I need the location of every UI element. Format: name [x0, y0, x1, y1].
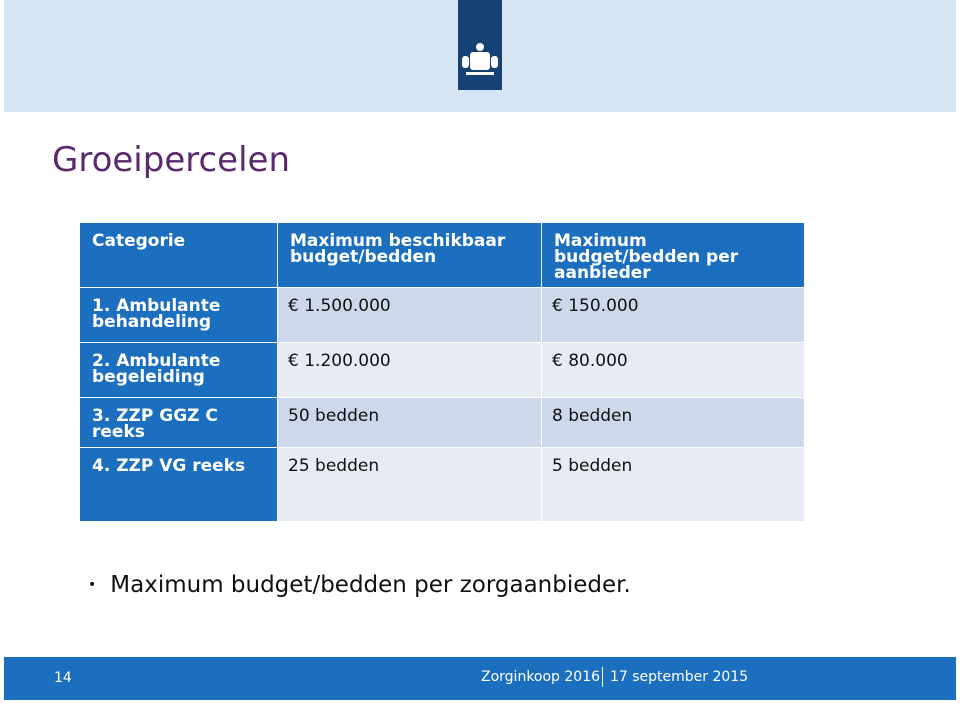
header-cell: Maximum budget/bedden per aanbieder	[542, 223, 804, 287]
table: Categorie Maximum beschikbaar budget/bed…	[80, 223, 804, 521]
logo	[458, 0, 502, 90]
footer-event: Zorginkoop 2016	[481, 669, 601, 685]
value-cell: € 80.000	[542, 343, 804, 397]
title: Groeipercelen	[52, 140, 290, 180]
footer-date: 17 september 2015	[610, 669, 749, 685]
category-cell: 3. ZZP GGZ C reeks	[80, 398, 277, 447]
page-number: 14	[54, 670, 72, 686]
value-cell: € 1.500.000	[278, 288, 541, 342]
category-cell: 1. Ambulante behandeling	[80, 288, 277, 342]
value-cell: 50 bedden	[278, 398, 541, 447]
bullet-dot: •	[88, 577, 97, 593]
value-cell: 5 bedden	[542, 448, 804, 521]
bullet-text: Maximum budget/bedden per zorgaanbieder.	[110, 572, 631, 598]
footer-bar: 14 Zorginkoop 2016 17 september 2015	[4, 657, 956, 700]
category-cell: 2. Ambulante begeleiding	[80, 343, 277, 397]
bullet: • Maximum budget/bedden per zorgaanbieder…	[88, 572, 631, 598]
header-cell: Maximum beschikbaar budget/bedden	[278, 223, 541, 287]
header-cell: Categorie	[80, 223, 277, 287]
value-cell: 8 bedden	[542, 398, 804, 447]
category-cell: 4. ZZP VG reeks	[80, 448, 277, 521]
logo-emblem	[462, 43, 498, 75]
value-cell: € 1.200.000	[278, 343, 541, 397]
footer-divider	[602, 667, 603, 687]
value-cell: € 150.000	[542, 288, 804, 342]
value-cell: 25 bedden	[278, 448, 541, 521]
